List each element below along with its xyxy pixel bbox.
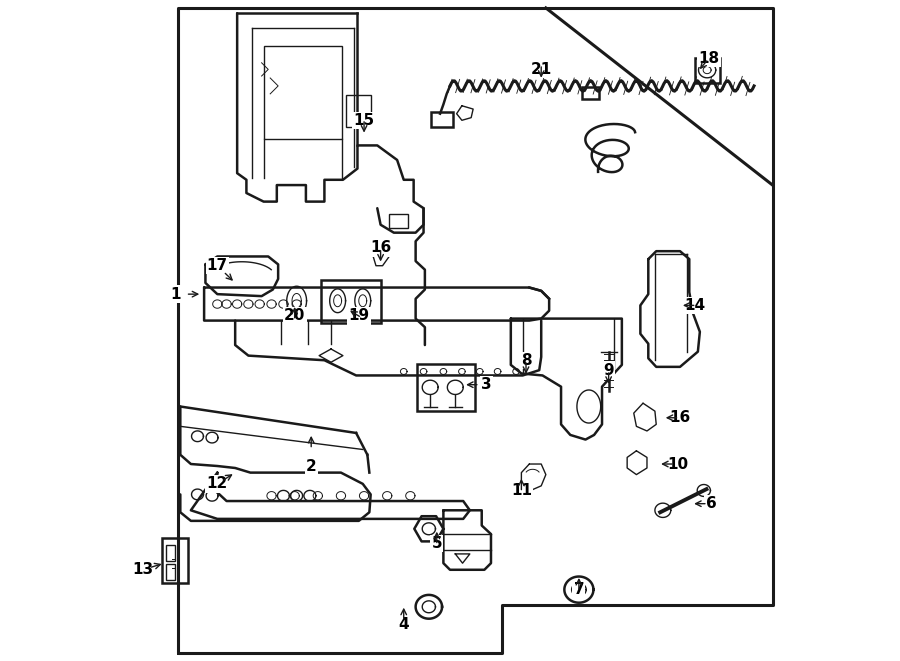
- Text: 1: 1: [170, 287, 181, 301]
- Text: 17: 17: [207, 258, 228, 273]
- Text: 7: 7: [573, 582, 584, 597]
- Text: 14: 14: [684, 298, 705, 313]
- Text: 9: 9: [603, 363, 614, 377]
- Bar: [431, 112, 453, 127]
- Text: 6: 6: [706, 496, 716, 511]
- Bar: [166, 545, 175, 561]
- Bar: [695, 58, 720, 83]
- Text: 3: 3: [481, 377, 491, 392]
- Bar: [321, 280, 381, 323]
- Bar: [346, 95, 371, 127]
- Bar: [163, 538, 187, 583]
- Text: 21: 21: [531, 62, 552, 77]
- Bar: [264, 46, 342, 139]
- Bar: [582, 87, 599, 99]
- Text: 16: 16: [370, 241, 392, 255]
- Text: 8: 8: [521, 353, 531, 368]
- Bar: [166, 564, 175, 580]
- Text: 4: 4: [399, 617, 409, 632]
- Text: 11: 11: [511, 483, 532, 498]
- Bar: [417, 364, 475, 411]
- Text: 2: 2: [306, 459, 317, 473]
- Text: 13: 13: [132, 563, 153, 577]
- Text: 18: 18: [698, 51, 720, 65]
- Text: 12: 12: [207, 477, 228, 491]
- Text: 16: 16: [670, 410, 690, 425]
- Text: 19: 19: [348, 309, 369, 323]
- Text: 15: 15: [354, 113, 374, 128]
- Text: 5: 5: [431, 536, 442, 551]
- Bar: [389, 214, 408, 228]
- Text: 20: 20: [284, 309, 305, 323]
- Text: 10: 10: [668, 457, 688, 471]
